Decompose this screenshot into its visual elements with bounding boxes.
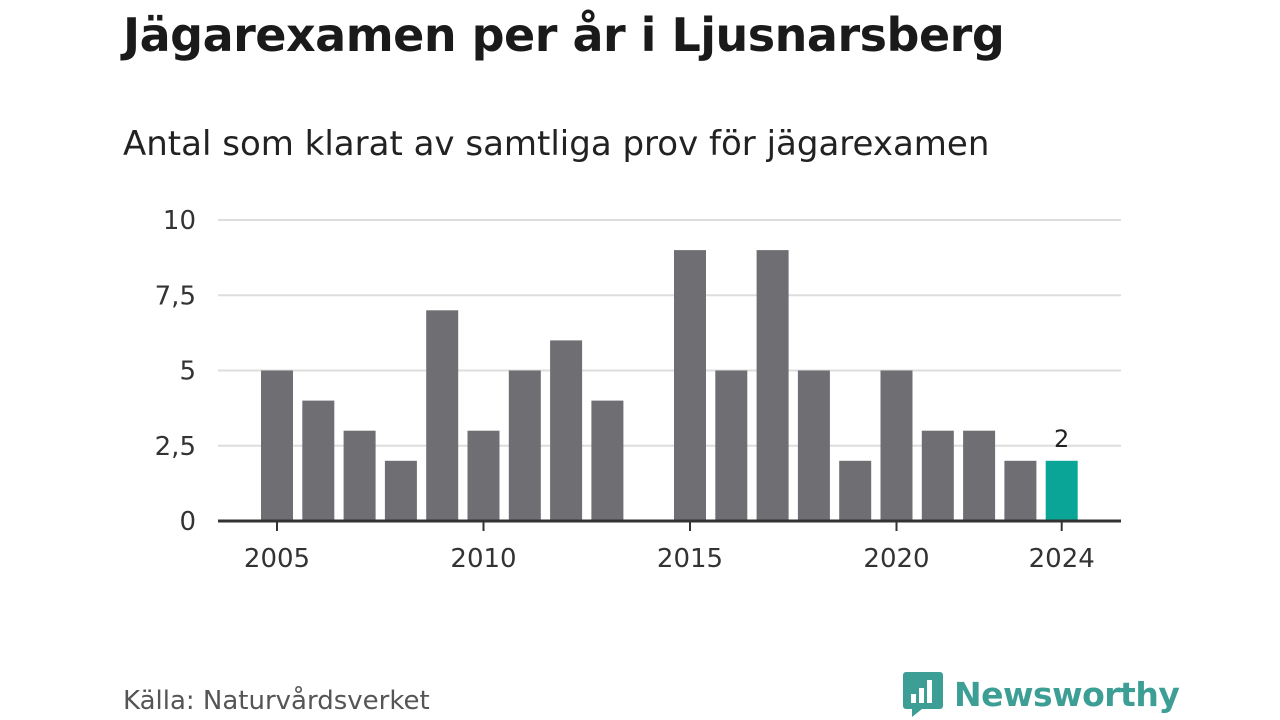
chart-subtitle: Antal som klarat av samtliga prov för jä… [123,124,990,164]
bar-2013 [591,400,624,521]
bar-2012 [550,340,583,521]
y-tick-label: 7,5 [155,281,196,311]
x-tick-label: 2015 [657,544,723,574]
bar-2015 [674,250,706,521]
bar-2005 [261,370,293,521]
bar-2020 [880,370,913,521]
bar-2017 [756,250,789,521]
bar-2024 [1045,460,1078,521]
y-tick-label: 0 [179,507,196,537]
bar-2018 [797,370,830,521]
axes [218,519,1121,531]
bar-2021 [921,430,954,521]
y-tick-label: 5 [179,357,196,387]
bar-2022 [963,430,996,521]
bar-2009 [426,310,459,521]
data-label-2024: 2 [1054,425,1069,453]
brand-name: Newsworthy [954,674,1180,714]
bar-2008 [384,460,417,521]
bar-2010 [467,430,500,521]
x-tick-label: 2024 [1029,544,1095,574]
grid-lines [218,219,1121,447]
labels: 0 2,5 5 7,5 10 2005 2010 2015 2020 2024 2 [155,206,1095,574]
bar-2023 [1004,460,1037,521]
y-tick-label: 2,5 [155,432,196,462]
x-tick-label: 2005 [244,544,310,574]
chart-title: Jägarexamen per år i Ljusnarsberg [123,8,1005,62]
bar-2011 [508,370,541,521]
bar-chart-speech-bubble-icon [903,672,943,717]
bar-2016 [715,370,748,521]
source-note: Källa: Naturvårdsverket [123,686,430,716]
y-tick-label: 10 [163,206,196,236]
newsworthy-logo[interactable]: Newsworthy [902,670,1180,718]
bar-2019 [839,460,872,521]
x-tick-label: 2010 [450,544,516,574]
bars [261,250,1078,521]
bar-2007 [343,430,376,521]
x-tick-label: 2020 [863,544,929,574]
bar-2006 [302,400,335,521]
